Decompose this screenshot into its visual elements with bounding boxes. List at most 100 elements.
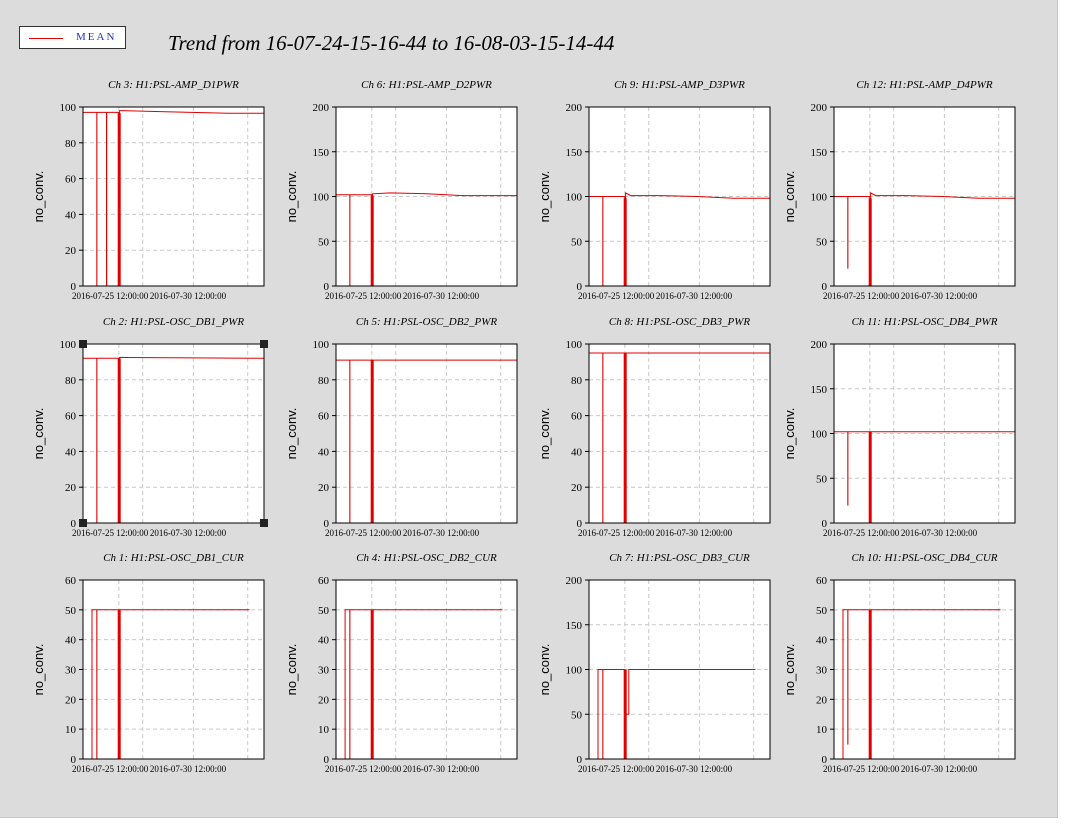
- plot-frame: [335, 343, 518, 524]
- y-tick-label: 50: [318, 236, 330, 248]
- chart-panel-11: 0 50 100 150 200 2016-07-25 12:00:00 2016-07-3…: [537, 552, 771, 774]
- y-tick-label: 100: [566, 339, 583, 351]
- y-tick-label: 40: [318, 446, 330, 458]
- chart-panel-7: 0 20 40 60 80 100 2016-07-25 12:00:00 2016-07-3…: [537, 316, 771, 538]
- y-tick-label: 0: [324, 754, 330, 766]
- y-tick-label: 20: [65, 694, 77, 706]
- y-axis-label: no_conv.: [782, 408, 797, 460]
- chart-panel-3: 0 50 100 150 200 2016-07-25 12:00:00 2016-07-3…: [537, 79, 771, 301]
- y-tick-label: 100: [811, 192, 828, 204]
- legend-label: MEAN: [76, 31, 117, 43]
- y-tick-label: 150: [313, 147, 330, 159]
- chart-title: Ch 1: H1:PSL-OSC_DB1_CUR: [103, 552, 244, 564]
- selection-handle[interactable]: [260, 340, 268, 348]
- y-axis-label: no_conv.: [31, 171, 46, 223]
- x-tick-label: 2016-07-30 12:00:00: [901, 764, 978, 774]
- plot-area: [336, 107, 517, 286]
- y-tick-label: 0: [577, 281, 583, 293]
- y-tick-label: 10: [65, 724, 77, 736]
- chart-title: Ch 6: H1:PSL-AMP_D2PWR: [361, 79, 492, 91]
- y-tick-label: 0: [822, 281, 828, 293]
- y-tick-label: 150: [566, 620, 583, 632]
- y-tick-label: 60: [318, 575, 330, 587]
- y-tick-label: 30: [65, 665, 77, 677]
- y-tick-label: 150: [811, 147, 828, 159]
- y-tick-label: 0: [577, 518, 583, 530]
- x-tick-label: 2016-07-25 12:00:00: [823, 528, 900, 538]
- y-tick-label: 60: [65, 411, 77, 423]
- y-tick-label: 200: [811, 339, 828, 351]
- x-tick-label: 2016-07-30 12:00:00: [403, 528, 480, 538]
- y-tick-label: 50: [816, 605, 828, 617]
- y-tick-label: 30: [318, 665, 330, 677]
- y-tick-label: 10: [318, 724, 330, 736]
- y-tick-label: 0: [71, 281, 77, 293]
- y-tick-label: 20: [816, 694, 828, 706]
- y-tick-label: 50: [65, 605, 77, 617]
- plot-frame: [82, 106, 265, 287]
- x-tick-label: 2016-07-25 12:00:00: [578, 764, 655, 774]
- x-tick-label: 2016-07-30 12:00:00: [150, 291, 227, 301]
- y-tick-label: 50: [816, 473, 828, 485]
- y-tick-label: 20: [318, 694, 330, 706]
- y-tick-label: 40: [65, 446, 77, 458]
- chart-title: Ch 10: H1:PSL-OSC_DB4_CUR: [851, 552, 997, 564]
- x-tick-label: 2016-07-30 12:00:00: [150, 528, 227, 538]
- x-tick-label: 2016-07-25 12:00:00: [325, 291, 402, 301]
- x-tick-label: 2016-07-25 12:00:00: [72, 764, 149, 774]
- y-tick-label: 200: [811, 102, 828, 114]
- x-tick-label: 2016-07-30 12:00:00: [901, 291, 978, 301]
- y-axis-label: no_conv.: [537, 408, 552, 460]
- y-tick-label: 20: [65, 482, 77, 494]
- y-tick-label: 150: [811, 384, 828, 396]
- selection-handle[interactable]: [260, 519, 268, 527]
- chart-title: Ch 3: H1:PSL-AMP_D1PWR: [108, 79, 239, 91]
- chart-title: Ch 5: H1:PSL-OSC_DB2_PWR: [356, 316, 497, 328]
- y-tick-label: 0: [71, 518, 77, 530]
- x-tick-label: 2016-07-30 12:00:00: [403, 291, 480, 301]
- y-tick-label: 0: [324, 518, 330, 530]
- legend: MEAN: [19, 26, 126, 49]
- y-tick-label: 40: [65, 635, 77, 647]
- y-tick-label: 100: [811, 429, 828, 441]
- y-tick-label: 60: [571, 411, 583, 423]
- y-tick-label: 40: [571, 446, 583, 458]
- y-tick-label: 0: [577, 754, 583, 766]
- y-axis-label: no_conv.: [782, 171, 797, 223]
- y-tick-label: 150: [566, 147, 583, 159]
- x-tick-label: 2016-07-25 12:00:00: [325, 528, 402, 538]
- selection-handle[interactable]: [79, 519, 87, 527]
- y-tick-label: 200: [566, 575, 583, 587]
- chart-panel-8: 0 50 100 150 200 2016-07-25 12:00:00 2016-07-3…: [782, 316, 1016, 538]
- chart-panel-1: 0 20 40 60 80 100 2016-07-25 12:00:00 2016-07-3…: [31, 79, 265, 301]
- y-axis-label: no_conv.: [31, 408, 46, 460]
- plot-area: [336, 344, 517, 523]
- x-tick-label: 2016-07-30 12:00:00: [403, 764, 480, 774]
- plot-area: [83, 107, 264, 286]
- y-tick-label: 80: [65, 138, 77, 150]
- x-tick-label: 2016-07-25 12:00:00: [72, 291, 149, 301]
- x-tick-label: 2016-07-25 12:00:00: [325, 764, 402, 774]
- chart-title: Ch 12: H1:PSL-AMP_D4PWR: [856, 79, 993, 91]
- chart-panel-2: 0 50 100 150 200 2016-07-25 12:00:00 2016-07-3…: [284, 79, 518, 301]
- y-tick-label: 20: [318, 482, 330, 494]
- plot-area: [834, 344, 1015, 523]
- y-tick-label: 0: [822, 754, 828, 766]
- plot-area: [336, 580, 517, 759]
- y-tick-label: 20: [65, 245, 77, 257]
- chart-title: Ch 4: H1:PSL-OSC_DB2_CUR: [356, 552, 497, 564]
- selection-handle[interactable]: [79, 340, 87, 348]
- y-tick-label: 30: [816, 665, 828, 677]
- plot-area: [589, 344, 770, 523]
- y-tick-label: 50: [571, 236, 583, 248]
- x-tick-label: 2016-07-25 12:00:00: [823, 291, 900, 301]
- y-axis-label: no_conv.: [537, 644, 552, 696]
- x-tick-label: 2016-07-25 12:00:00: [823, 764, 900, 774]
- plot-area: [83, 344, 264, 523]
- plot-area: [834, 580, 1015, 759]
- y-tick-label: 20: [571, 482, 583, 494]
- y-tick-label: 80: [65, 375, 77, 387]
- x-tick-label: 2016-07-25 12:00:00: [578, 291, 655, 301]
- y-tick-label: 10: [816, 724, 828, 736]
